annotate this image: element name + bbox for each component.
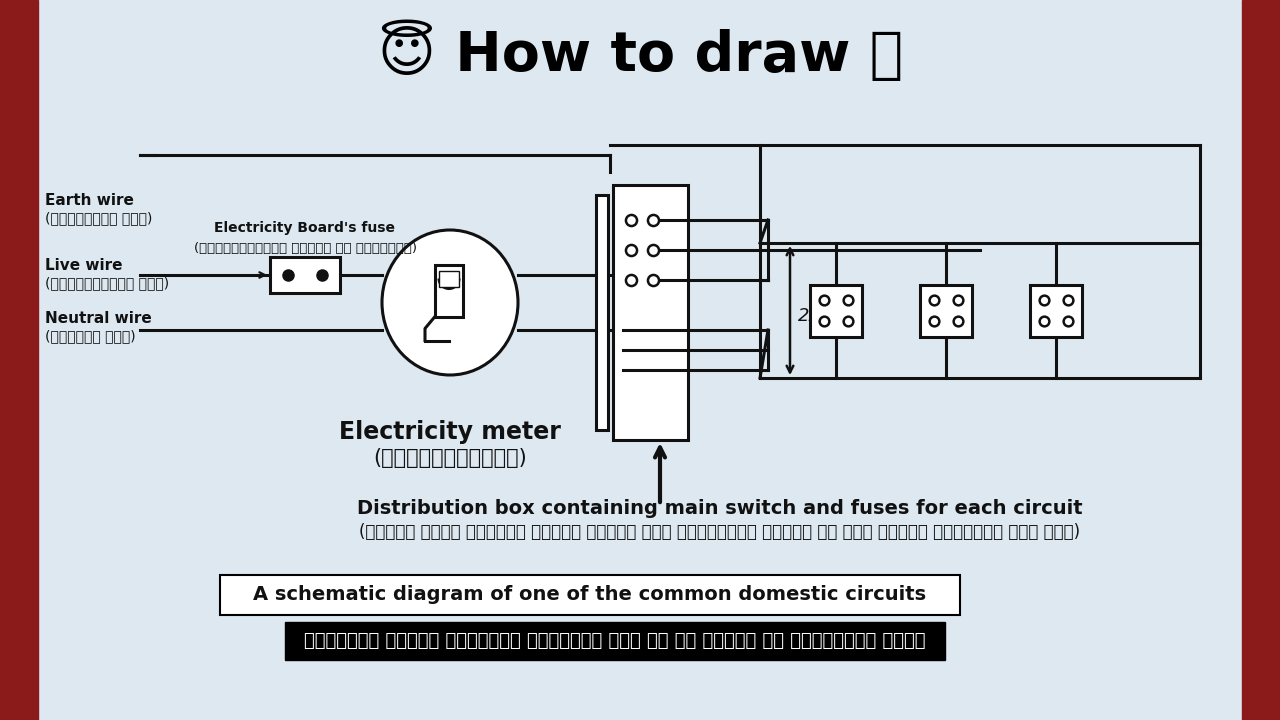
Bar [435, 264, 463, 317]
Bar [596, 195, 608, 430]
Text: Neutral wire: Neutral wire [45, 310, 152, 325]
Text: सामान्य घरेलू विद्युत परिपथों में से एक परिपथ का व्यवस्था आरेख: सामान्य घरेलू विद्युत परिपथों में से एक … [305, 632, 925, 650]
Ellipse shape [381, 230, 518, 375]
Text: Earth wire: Earth wire [45, 192, 134, 207]
Text: Electricity meter: Electricity meter [339, 420, 561, 444]
Text: Live wire: Live wire [45, 258, 123, 272]
Text: (विद्युतमापी बोर्ड का फ़्यूज़): (विद्युतमापी बोर्ड का फ़्यूज़) [193, 241, 416, 254]
Bar [920, 284, 972, 336]
Bar [613, 185, 689, 440]
Bar [810, 284, 861, 336]
Bar [285, 622, 945, 660]
Bar [270, 257, 340, 293]
Text: 220v: 220v [797, 307, 844, 325]
Bar [220, 575, 960, 615]
Text: (भूसंपर्क तार): (भूसंपर्क तार) [45, 211, 152, 225]
Bar [1030, 284, 1082, 336]
Text: (विद्युन्मय तार): (विद्युन्मय तार) [45, 276, 169, 290]
Text: Electricity Board's fuse: Electricity Board's fuse [215, 221, 396, 235]
Bar [1242, 0, 1280, 720]
Bar [0, 0, 38, 720]
Text: (विद्युतमापी): (विद्युतमापी) [374, 448, 527, 468]
Bar [439, 271, 460, 287]
Text: (उदासीन तार): (उदासीन तार) [45, 329, 136, 343]
Text: (वितरण बक्स जिसमें मुख्य स्विच एवं प्रत्येक परिपथ के लिए पृथक़ फ़्यूज़ लगे हों): (वितरण बक्स जिसमें मुख्य स्विच एवं प्रत्… [360, 523, 1080, 541]
Text: 😇 How to draw 💯: 😇 How to draw 💯 [378, 22, 902, 83]
Text: Distribution box containing main switch and fuses for each circuit: Distribution box containing main switch … [357, 498, 1083, 518]
Text: A schematic diagram of one of the common domestic circuits: A schematic diagram of one of the common… [253, 585, 927, 605]
